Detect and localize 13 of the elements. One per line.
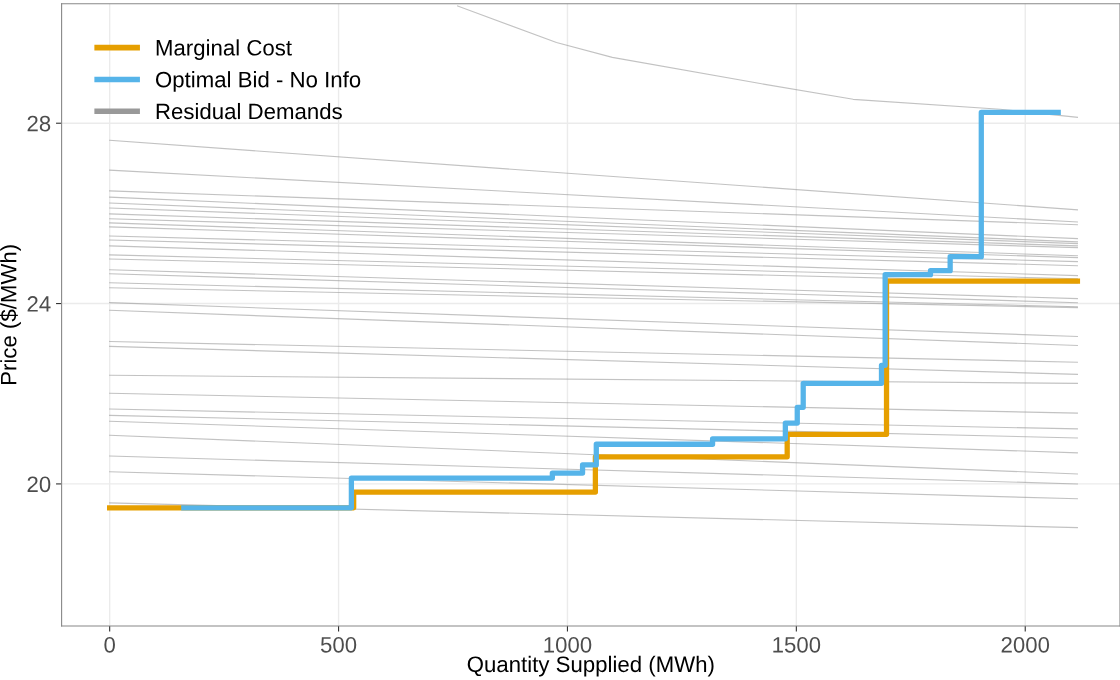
y-tick-label: 20 — [27, 476, 51, 493]
x-axis-title: Quantity Supplied (MWh) — [467, 655, 714, 677]
x-tick-label: 0 — [104, 636, 115, 653]
x-tick-label: 1500 — [773, 636, 821, 653]
legend-label: Optimal Bid - No Info — [155, 71, 361, 92]
x-tick-label: 2000 — [1001, 636, 1050, 653]
y-tick-label: 28 — [27, 115, 51, 132]
y-tick-label: 24 — [27, 296, 51, 312]
x-tick-label: 500 — [320, 636, 357, 653]
legend-label: Residual Demands — [156, 102, 342, 120]
y-axis-title: Price ($/MWh) — [0, 245, 21, 384]
x-tick-label: 1000 — [544, 636, 592, 653]
legend-label: Marginal Cost — [156, 39, 292, 61]
